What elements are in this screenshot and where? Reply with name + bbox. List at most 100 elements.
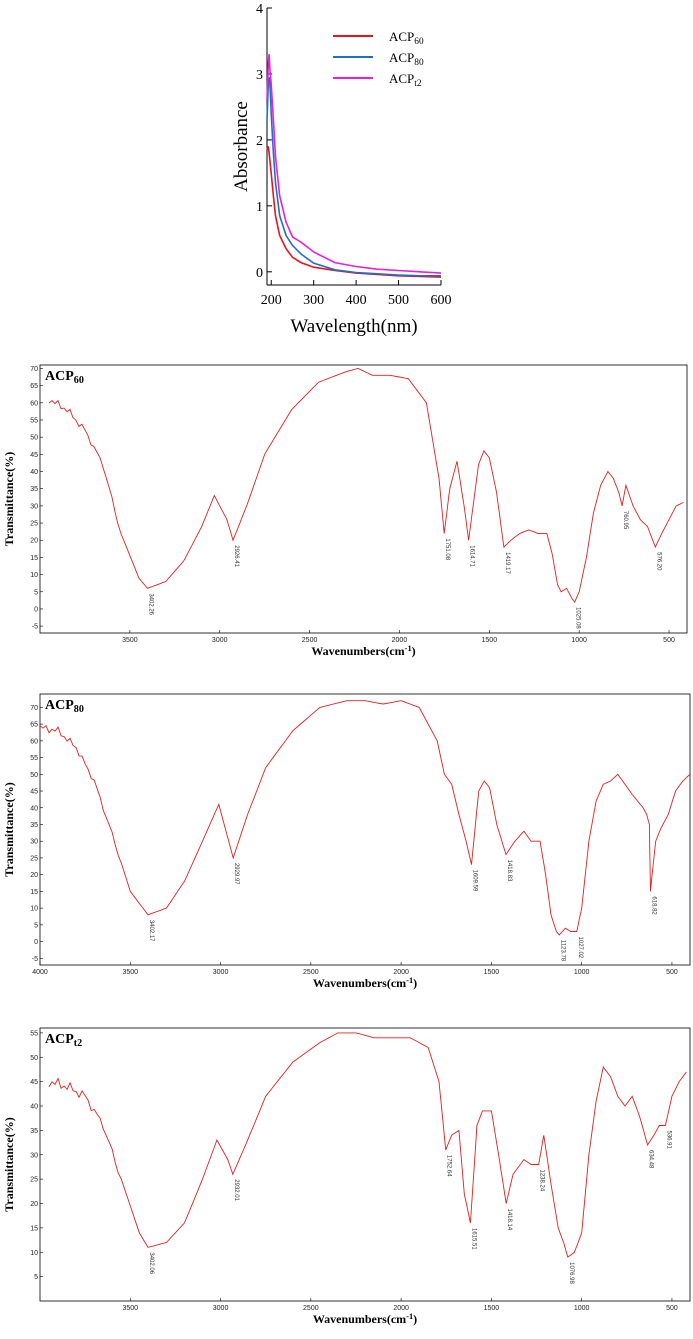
y-axis-title: Transmittance(%) <box>2 452 16 546</box>
y-tick-label: -5 <box>32 624 38 631</box>
uv-absorbance-chart: 0 1 2 3 4 200 300 400 500 600 Wavelength(nm) Absorb… <box>231 2 452 337</box>
y-tick-label: 45 <box>30 452 38 459</box>
y-tick-label: 30 <box>30 1152 38 1159</box>
peak-label: 618.82 <box>650 896 656 915</box>
y-tick-label: 25 <box>30 521 38 528</box>
y-tick-label: 45 <box>30 1079 38 1086</box>
x-tick-label: 3500 <box>122 969 138 976</box>
y-tick-label: 45 <box>30 789 38 796</box>
x-tick-label: 3500 <box>122 637 138 644</box>
y-tick-label: 5 <box>34 589 38 596</box>
peak-label: 1419.17 <box>504 552 510 574</box>
y-tick-label: 0 <box>34 606 38 613</box>
x-tick-label: 2000 <box>393 969 409 976</box>
y-tick-label: 40 <box>30 469 38 476</box>
x-tick-label: 3500 <box>122 1305 138 1312</box>
y-tick-label: 5 <box>34 922 38 929</box>
panel-title: ACP60 <box>45 369 84 386</box>
peak-label: 3402.17 <box>148 920 154 942</box>
x-tick-label: 1000 <box>574 969 590 976</box>
y-tick-label: 10 <box>30 1250 38 1257</box>
y-tick-label: 0 <box>256 266 263 281</box>
x-tick-label: 500 <box>663 637 675 644</box>
y-tick-label: 55 <box>30 755 38 762</box>
y-tick-label: 35 <box>30 1128 38 1135</box>
y-tick-label: 65 <box>30 722 38 729</box>
y-tick-label: 50 <box>30 435 38 442</box>
peak-label: 1752.64 <box>446 1155 452 1177</box>
y-tick-label: 5 <box>34 1274 38 1281</box>
y-tick-label: -5 <box>32 956 38 963</box>
x-tick-label: 1500 <box>484 969 500 976</box>
peak-label: 1614.71 <box>469 545 475 567</box>
ftir-chart-acp80: -5 0 5 10 15 20 25 30 35 40 45 50 55 60 65 70 4000 3500 30… <box>2 693 691 990</box>
y-tick-label: 40 <box>30 1104 38 1111</box>
y-tick-label: 10 <box>30 572 38 579</box>
y-tick-label: 65 <box>30 383 38 390</box>
peak-label: 634.48 <box>648 1150 654 1169</box>
x-tick-label: 2500 <box>303 969 319 976</box>
y-tick-label: 55 <box>30 417 38 424</box>
y-tick-label: 55 <box>30 1030 38 1037</box>
y-tick-label: 4 <box>256 2 263 17</box>
x-axis-title: Wavenumbers(cm-1) <box>313 1312 417 1326</box>
peak-label: 1238.24 <box>539 1170 545 1192</box>
x-tick-label: 3000 <box>213 1305 229 1312</box>
y-tick-label: 50 <box>30 772 38 779</box>
peak-label: 1123.78 <box>559 940 565 962</box>
y-tick-label: 15 <box>30 889 38 896</box>
legend-label: ACPt2 <box>389 71 422 89</box>
spectrum-line <box>48 367 684 603</box>
peak-label: 1418.83 <box>506 860 512 882</box>
x-tick-label: 200 <box>261 293 282 308</box>
peak-label: 1076.98 <box>568 1262 574 1284</box>
peak-label: 3402.26 <box>147 593 153 615</box>
legend-label: ACP80 <box>389 50 424 68</box>
series-line-acpt2 <box>266 54 442 274</box>
peak-label: 760.95 <box>622 511 628 530</box>
peak-label: 576.20 <box>655 552 661 571</box>
x-tick-label: 500 <box>388 293 409 308</box>
x-axis-title: Wavenumbers(cm-1) <box>313 976 417 990</box>
y-axis-title: Transmittance(%) <box>2 1117 16 1211</box>
x-tick-label: 1000 <box>574 1305 590 1312</box>
x-tick-label: 3000 <box>213 969 229 976</box>
y-tick-label: 20 <box>30 1201 38 1208</box>
y-tick-label: 20 <box>30 538 38 545</box>
x-tick-label: 1500 <box>482 637 498 644</box>
plot-frame <box>39 693 691 966</box>
y-tick-label: 25 <box>30 855 38 862</box>
x-tick-label: 4000 <box>32 969 48 976</box>
x-tick-label: 3000 <box>212 637 228 644</box>
peak-label: 1027.02 <box>577 937 583 959</box>
y-tick-label: 35 <box>30 822 38 829</box>
plot-frame <box>39 1027 691 1302</box>
peak-label: 1609.59 <box>472 870 478 892</box>
y-tick-label: 20 <box>30 872 38 879</box>
peak-label: 536.91 <box>665 1131 671 1150</box>
x-tick-label: 2000 <box>392 637 408 644</box>
peak-label: 3402.06 <box>148 1252 154 1274</box>
ftir-chart-acpt2: 5 10 15 20 25 30 35 40 45 50 55 3500 3000 2500 2000 150… <box>2 1027 691 1326</box>
x-tick-label: 2000 <box>393 1305 409 1312</box>
y-tick-label: 70 <box>30 705 38 712</box>
peak-label: 1751.08 <box>444 538 450 560</box>
spectrum-line <box>39 700 691 936</box>
x-tick-label: 400 <box>346 293 367 308</box>
y-tick-label: 50 <box>30 1055 38 1062</box>
x-axis-title: Wavenumbers(cm-1) <box>311 644 415 658</box>
y-axis-title: Absorbance <box>231 101 252 192</box>
y-tick-label: 25 <box>30 1177 38 1184</box>
peak-label: 2932.01 <box>233 1179 239 1201</box>
peak-label: 1025.08 <box>575 607 581 629</box>
spectrum-line <box>48 1032 687 1258</box>
peak-label: 1615.51 <box>470 1228 476 1250</box>
plot-frame <box>39 364 688 634</box>
y-tick-label: 40 <box>30 805 38 812</box>
series-line-acp60 <box>266 146 442 278</box>
y-tick-label: 15 <box>30 1225 38 1232</box>
y-tick-label: 10 <box>30 906 38 913</box>
y-tick-label: 3 <box>256 68 263 83</box>
x-tick-label: 300 <box>303 293 324 308</box>
x-tick-label: 2500 <box>302 637 318 644</box>
